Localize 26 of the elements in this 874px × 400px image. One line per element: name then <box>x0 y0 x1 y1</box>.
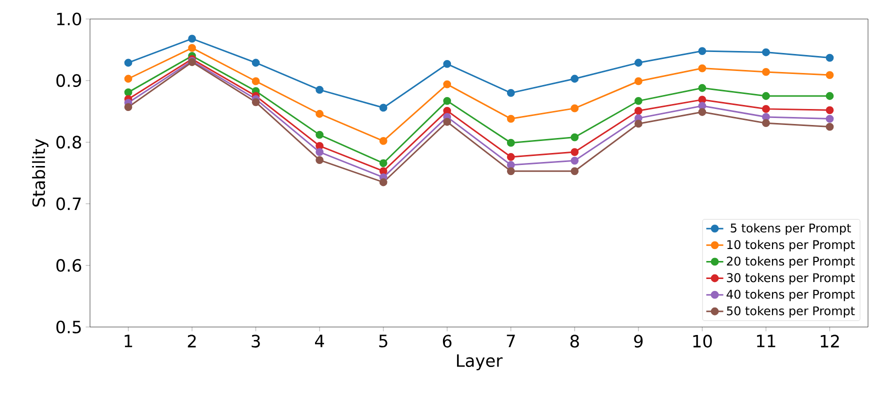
y-tick-label: 0.8 <box>56 136 82 149</box>
y-tick-label: 0.9 <box>56 74 82 87</box>
x-tick-label: 3 <box>252 334 260 348</box>
x-tick-label: 12 <box>820 334 839 348</box>
y-tick-label: 1.0 <box>57 12 82 26</box>
y-tick-label: 0.6 <box>56 258 82 272</box>
x-axis-title: Layer <box>457 354 503 370</box>
x-tick-label: 11 <box>757 334 776 348</box>
legend-label: 30 tokens per Prompt <box>726 272 855 285</box>
x-tick-label: 5 <box>379 334 388 348</box>
x-tick-label: 4 <box>315 334 324 348</box>
legend-label: 10 tokens per Prompt <box>727 240 855 252</box>
y-tick-label: 0.5 <box>56 320 81 334</box>
legend-label: 50 tokens per Prompt <box>726 306 855 318</box>
x-tick-label: 9 <box>634 334 643 348</box>
y-tick-label: 0.7 <box>56 197 81 210</box>
x-tick-label: 2 <box>188 334 196 348</box>
y-axis-title: Stability <box>32 138 48 207</box>
x-tick-label: 8 <box>570 334 579 348</box>
x-tick-label: 1 <box>124 334 132 348</box>
legend-label: 5 tokens per Prompt <box>730 223 851 235</box>
x-tick-label: 6 <box>442 334 452 348</box>
legend-label: 20 tokens per Prompt <box>726 256 855 268</box>
x-tick-label: 7 <box>506 334 515 348</box>
x-tick-label: 10 <box>693 334 712 348</box>
legend-label: 40 tokens per Prompt <box>726 290 855 302</box>
